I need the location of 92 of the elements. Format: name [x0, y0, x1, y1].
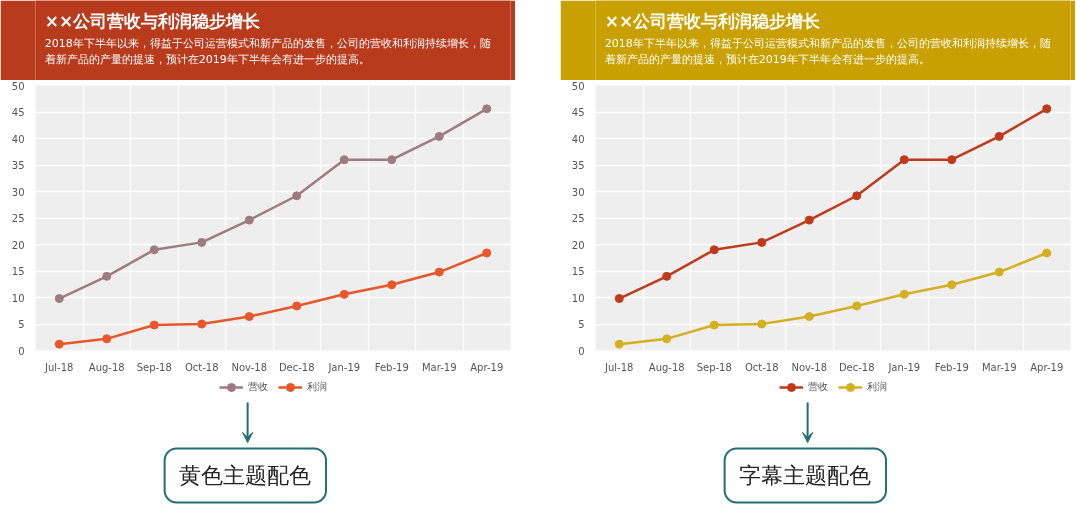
- x-tick-label: Aug-18: [648, 361, 685, 373]
- y-tick-label: 5: [578, 319, 585, 330]
- point: [757, 237, 767, 247]
- text: 黄色主题配色: [179, 463, 312, 488]
- x-tick-label: Oct-18: [184, 361, 219, 373]
- y-tick-label: 35: [571, 160, 585, 171]
- point: [339, 155, 349, 165]
- point: [1042, 104, 1052, 114]
- y-tick-label: 45: [11, 107, 25, 118]
- point: [197, 319, 207, 329]
- point: [804, 215, 814, 225]
- chart-title: ××公司营收与利润稳步增长: [604, 10, 822, 31]
- point: [852, 301, 862, 311]
- x-tick-label: Dec-18: [278, 361, 315, 373]
- point: [197, 237, 207, 247]
- y-tick-label: 45: [571, 107, 585, 118]
- point: [899, 289, 909, 299]
- x-tick-label: Sep-18: [696, 361, 732, 373]
- point: [947, 155, 957, 165]
- point: [899, 155, 909, 165]
- chart-subtitle: 2018年下半年以来，得益于公司运营模式和新产品的发售，公司的营收和利润持续增长，随着新产品的产量的提速，预计在2019年下半年会有进一步的提高。: [604, 36, 1051, 66]
- point: [662, 334, 672, 344]
- point: [149, 320, 159, 330]
- legend-label: 利润: [866, 380, 887, 394]
- text: 字幕主题配色: [739, 463, 872, 488]
- point: [434, 267, 444, 277]
- x-tick-label: Nov-18: [231, 361, 268, 373]
- x-tick-label: Jan-19: [327, 361, 361, 373]
- y-tick-label: 25: [571, 213, 585, 224]
- x-tick-label: Dec-18: [838, 361, 875, 373]
- point: [292, 191, 302, 201]
- x-tick-label: Oct-18: [744, 361, 779, 373]
- x-tick-label: Feb-19: [374, 361, 409, 373]
- x-tick-label: Aug-18: [88, 361, 125, 373]
- x-tick-label: Sep-18: [136, 361, 172, 373]
- x-tick-label: Jul-18: [44, 361, 74, 373]
- chart-title: ××公司营收与利润稳步增长: [44, 10, 262, 31]
- x-tick-label: Apr-19: [470, 361, 504, 373]
- y-tick-label: 0: [578, 345, 585, 357]
- y-tick-label: 50: [571, 80, 585, 92]
- point: [614, 294, 624, 304]
- point: [709, 245, 719, 255]
- point: [387, 155, 397, 165]
- y-tick-label: 0: [18, 345, 25, 357]
- x-tick-label: Feb-19: [934, 361, 969, 373]
- point: [149, 245, 159, 255]
- x-tick-label: Mar-19: [421, 361, 457, 373]
- y-tick-label: 10: [571, 292, 585, 304]
- chart-subtitle: 2018年下半年以来，得益于公司运营模式和新产品的发售，公司的营收和利润持续增长，随着新产品的产量的提速，预计在2019年下半年会有进一步的提高。: [44, 36, 491, 66]
- point: [947, 280, 957, 290]
- point: [102, 271, 112, 281]
- y-tick-label: 20: [571, 239, 585, 251]
- point: [994, 131, 1004, 141]
- x-tick-label: Mar-19: [981, 361, 1017, 373]
- point: [757, 319, 767, 329]
- point: [387, 280, 397, 290]
- x-tick-label: Apr-19: [1030, 361, 1064, 373]
- y-tick-label: 5: [18, 319, 25, 330]
- y-tick-label: 20: [11, 239, 25, 251]
- y-tick-label: 35: [11, 160, 25, 171]
- y-tick-label: 30: [11, 186, 25, 198]
- point: [482, 248, 492, 258]
- x-tick-label: Jul-18: [604, 361, 634, 373]
- legend-label: 营收: [807, 380, 828, 394]
- point: [54, 339, 64, 349]
- legend-label: 营收: [247, 380, 268, 394]
- point: [709, 320, 719, 330]
- y-tick-label: 40: [571, 133, 585, 145]
- point: [614, 339, 624, 349]
- point: [662, 271, 672, 281]
- point: [292, 301, 302, 311]
- y-tick-label: 30: [571, 186, 585, 198]
- x-tick-label: Jan-19: [887, 361, 921, 373]
- x-tick-label: Nov-18: [791, 361, 828, 373]
- point: [994, 267, 1004, 277]
- legend-label: 利润: [306, 380, 327, 394]
- y-tick-label: 10: [11, 292, 25, 304]
- point: [244, 215, 254, 225]
- point: [482, 104, 492, 114]
- point: [852, 191, 862, 201]
- point: [804, 312, 814, 322]
- point: [54, 294, 64, 304]
- point: [102, 334, 112, 344]
- point: [339, 289, 349, 299]
- y-tick-label: 25: [11, 213, 25, 224]
- y-tick-label: 15: [571, 266, 585, 277]
- point: [1042, 248, 1052, 258]
- y-tick-label: 40: [11, 133, 25, 145]
- y-tick-label: 50: [11, 80, 25, 92]
- point: [244, 312, 254, 322]
- point: [434, 131, 444, 141]
- y-tick-label: 15: [11, 266, 25, 277]
